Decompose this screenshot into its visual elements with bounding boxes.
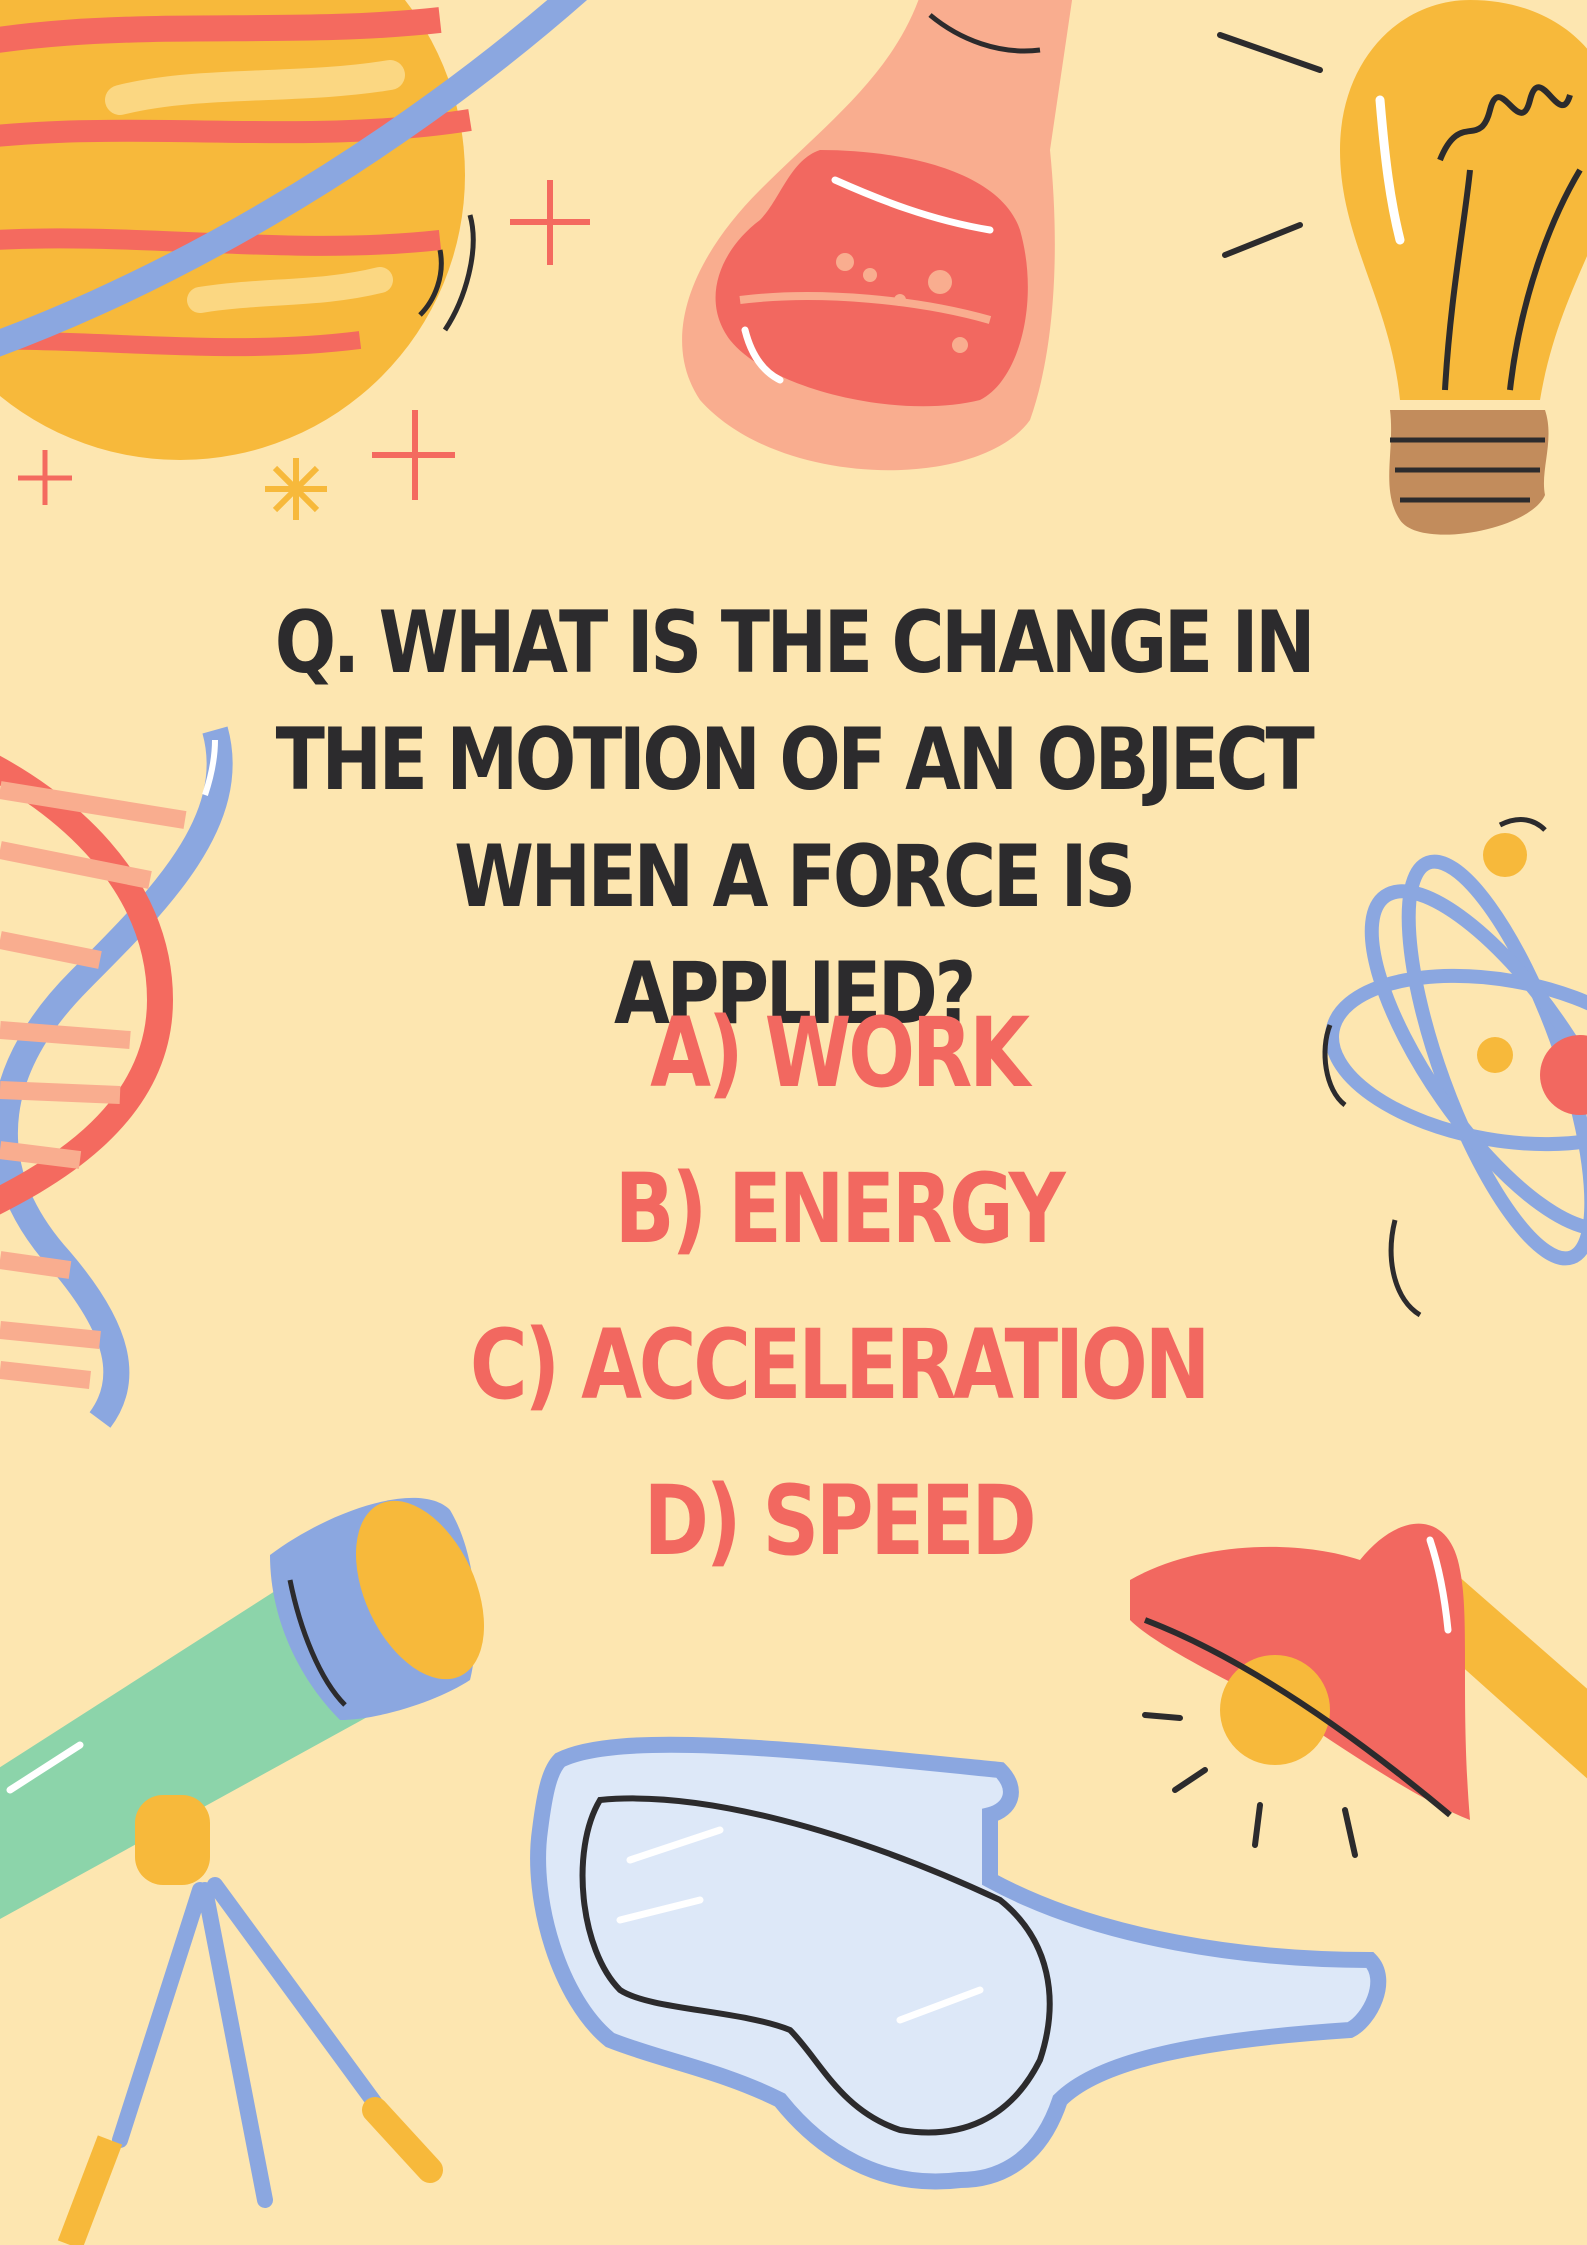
option-d[interactable]: D) SPEED xyxy=(643,1465,1037,1577)
telescope-icon xyxy=(0,1497,485,2245)
planet-icon xyxy=(0,0,590,520)
light-bulb-icon xyxy=(1217,0,1587,535)
option-b[interactable]: B) ENERGY xyxy=(614,1153,1066,1265)
flask-icon xyxy=(682,0,1073,471)
safety-goggles-icon xyxy=(530,1736,1387,2190)
option-c[interactable]: C) ACCELERATION xyxy=(469,1309,1211,1421)
atom-icon xyxy=(1322,817,1587,1318)
option-a[interactable]: A) WORK xyxy=(650,997,1030,1109)
answer-options: A) WORK B) ENERGY C) ACCELERATION D) SPE… xyxy=(356,975,1321,1599)
lamp-icon xyxy=(1130,1523,1587,1858)
question-text: Q. WHAT IS THE CHANGE IN THE MOTION OF A… xyxy=(274,593,1316,1044)
dna-icon xyxy=(0,726,233,1428)
